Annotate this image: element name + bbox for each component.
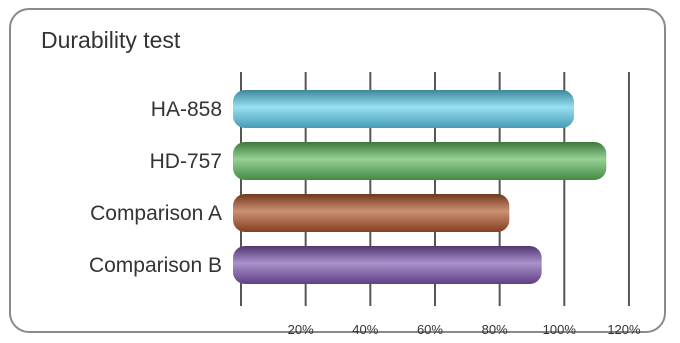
bar-comparison-b [233,246,542,284]
x-tick-label: 100% [543,322,577,337]
x-tick-label: 20% [288,322,314,337]
bar-hd-757 [233,142,606,180]
bar-comparison-a [233,194,509,232]
x-tick-label: 80% [482,322,508,337]
x-tick-label: 120% [607,322,641,337]
bar-ha-858 [233,90,574,128]
category-label: HD-757 [150,150,222,173]
x-tick-label: 40% [352,322,378,337]
x-tick-label: 60% [417,322,443,337]
category-label: Comparison B [89,254,222,277]
category-label: HA-858 [151,98,222,121]
category-label: Comparison A [90,202,222,225]
